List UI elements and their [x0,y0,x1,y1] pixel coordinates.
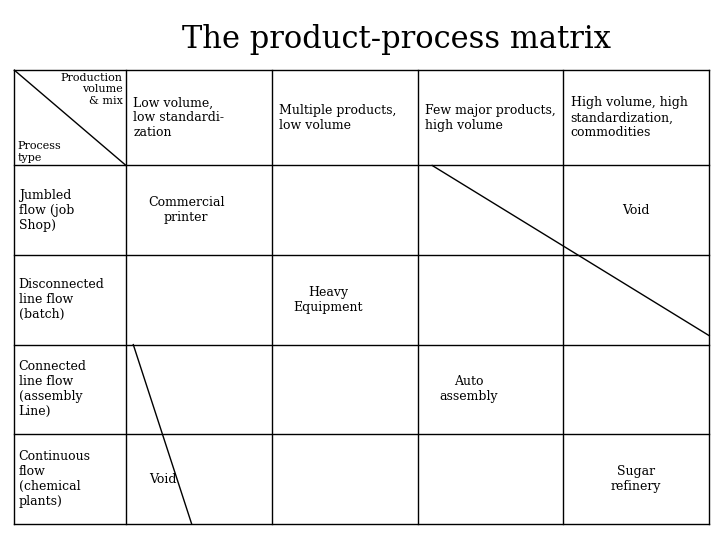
Text: Auto
assembly: Auto assembly [439,375,498,403]
Text: High volume, high
standardization,
commodities: High volume, high standardization, commo… [571,96,688,139]
Text: The product-process matrix: The product-process matrix [181,24,611,55]
Text: Commercial
printer: Commercial printer [148,196,225,224]
Text: Heavy
Equipment: Heavy Equipment [294,286,363,314]
Text: Multiple products,
low volume: Multiple products, low volume [279,104,397,132]
Text: Few major products,
high volume: Few major products, high volume [425,104,556,132]
Text: Disconnected
line flow
(batch): Disconnected line flow (batch) [19,278,104,321]
Text: Process
type: Process type [17,141,61,163]
Text: Sugar
refinery: Sugar refinery [611,465,662,493]
Text: Low volume,
low standardi-
zation: Low volume, low standardi- zation [133,96,224,139]
Text: Jumbled
flow (job
Shop): Jumbled flow (job Shop) [19,189,74,232]
Text: Void: Void [149,472,176,485]
Text: Production
volume
& mix: Production volume & mix [60,73,122,106]
Text: Connected
line flow
(assembly
Line): Connected line flow (assembly Line) [19,360,86,418]
Text: Void: Void [623,204,650,217]
Text: Continuous
flow
(chemical
plants): Continuous flow (chemical plants) [19,450,91,508]
